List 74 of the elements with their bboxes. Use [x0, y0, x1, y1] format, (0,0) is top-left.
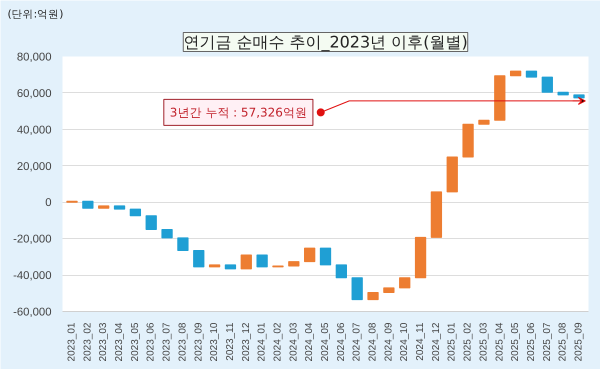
- x-tick-label: 2024_04: [304, 322, 316, 362]
- bar: [414, 236, 426, 278]
- bar: [161, 229, 173, 238]
- x-tick-label: 2024_06: [336, 322, 347, 362]
- x-tick-label: 2025_06: [526, 322, 537, 362]
- x-tick-label: 2025_05: [510, 322, 522, 362]
- bar: [304, 248, 316, 262]
- x-tick-label: 2025_04: [494, 322, 506, 362]
- x-tick-label: 2023_10: [209, 322, 220, 362]
- y-tick-label: -40,000: [13, 270, 52, 282]
- x-tick-label: 2025_01: [446, 322, 458, 362]
- chart-title: 연기금 순매수 추이_2023년 이후(월별): [183, 32, 468, 52]
- y-tick-label: 0: [45, 197, 52, 210]
- bar: [446, 156, 458, 192]
- y-tick-label: 60,000: [16, 88, 52, 100]
- bar: [146, 215, 157, 230]
- x-tick-label: 2024_11: [415, 322, 426, 361]
- bar: [526, 70, 538, 78]
- x-tick-label: 2025_02: [462, 322, 474, 362]
- y-tick-label: 40,000: [16, 124, 52, 136]
- bar: [240, 254, 252, 270]
- x-tick-label: 2024_07: [352, 322, 363, 362]
- x-tick-label: 2024_03: [288, 322, 300, 362]
- bar: [256, 254, 268, 268]
- bar: [462, 124, 474, 158]
- annotation: 3년간 누적 : 57,326억원: [170, 105, 307, 120]
- x-tick-label: 2023_07: [162, 322, 173, 362]
- x-tick-label: 2025_08: [558, 322, 569, 362]
- bar: [224, 264, 236, 270]
- x-tick-label: 2023_02: [82, 322, 94, 362]
- x-tick-label: 2024_05: [320, 322, 331, 362]
- y-axis-title: (단위:억원): [8, 8, 64, 20]
- x-tick-label: 2023_04: [114, 322, 126, 362]
- x-tick-label: 2025_03: [478, 322, 490, 362]
- bar: [399, 277, 410, 288]
- y-tick-label: 80,000: [16, 52, 52, 64]
- x-tick-label: 2025_07: [542, 322, 553, 362]
- x-tick-label: 2024_08: [368, 322, 379, 362]
- y-tick-label: -60,000: [13, 306, 52, 318]
- bar: [114, 205, 126, 210]
- bar: [367, 292, 379, 300]
- bar: [542, 76, 553, 93]
- x-tick-label: 2023_03: [98, 322, 110, 362]
- bar: [352, 277, 363, 300]
- x-tick-label: 2024_02: [272, 322, 284, 362]
- y-tick-label: 20,000: [16, 160, 52, 173]
- bar: [82, 200, 94, 209]
- x-tick-label: 2023_06: [146, 322, 157, 362]
- bar: [177, 237, 189, 251]
- bar: [430, 191, 442, 238]
- bar: [494, 75, 506, 121]
- bar: [478, 120, 490, 125]
- bar: [320, 248, 332, 266]
- x-tick-label: 2023_01: [66, 322, 78, 362]
- x-tick-label: 2024_01: [256, 322, 268, 362]
- x-tick-label: 2024_12: [430, 322, 442, 362]
- x-tick-label: 2023_05: [130, 322, 141, 362]
- bar: [98, 205, 110, 209]
- x-tick-label: 2025_09: [573, 322, 584, 362]
- bar: [288, 261, 300, 266]
- x-tick-label: 2024_09: [383, 322, 394, 362]
- x-tick-label: 2023_11: [224, 322, 236, 361]
- bar: [130, 208, 142, 216]
- x-tick-label: 2024_10: [399, 322, 410, 362]
- x-tick-label: 2023_12: [240, 322, 252, 362]
- bar: [383, 287, 395, 294]
- bar: [193, 250, 204, 268]
- bar: [208, 264, 220, 268]
- y-tick-label: -20,000: [13, 234, 52, 246]
- bar: [336, 264, 347, 278]
- bar: [510, 70, 522, 76]
- x-tick-label: 2023_09: [193, 322, 204, 362]
- x-tick-label: 2023_08: [177, 322, 188, 362]
- bar: [558, 92, 569, 96]
